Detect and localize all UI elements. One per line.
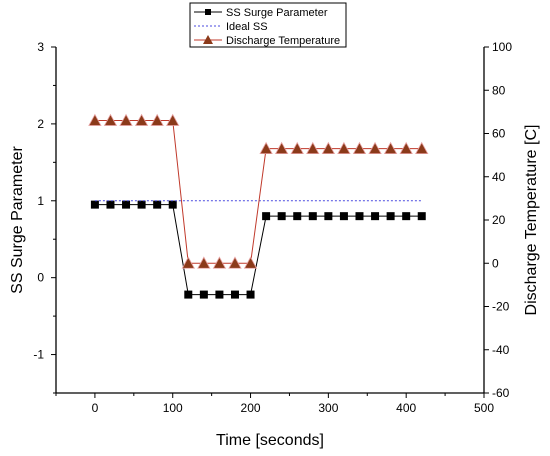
data-point-triangle <box>228 256 242 269</box>
data-point-square <box>90 200 99 209</box>
data-point-square <box>324 212 333 221</box>
data-point-triangle <box>321 141 336 155</box>
x-tick-label: 200 <box>241 401 261 415</box>
data-point-square <box>262 212 271 221</box>
data-point-square <box>246 290 255 299</box>
data-point-triangle <box>166 113 180 126</box>
series-line-2 <box>94 120 422 264</box>
legend-box <box>189 2 347 48</box>
y-tick-label-right: 80 <box>492 83 506 97</box>
y-tick-label-left: 1 <box>37 194 44 208</box>
y-tick-label-right: -60 <box>492 386 510 400</box>
data-point-triangle <box>134 113 149 126</box>
data-point-square <box>371 212 380 221</box>
legend-entry-ideal-ss: Ideal SS <box>194 21 268 33</box>
data-point-square <box>402 212 411 221</box>
data-point-triangle <box>181 256 195 269</box>
data-point-square <box>168 200 177 209</box>
data-point-triangle <box>119 113 133 126</box>
data-point-square <box>308 212 317 221</box>
y-tick-label-left: 3 <box>37 40 44 54</box>
y-tick-label-right: 20 <box>492 213 506 227</box>
data-point-square <box>106 200 115 209</box>
y-tick-label-left: 2 <box>37 117 44 131</box>
data-point-triangle <box>212 256 227 269</box>
legend-marker-ss-surge <box>205 9 211 15</box>
data-point-triangle <box>415 141 429 155</box>
x-tick-label: 100 <box>163 401 183 415</box>
x-tick-label: 500 <box>474 401 494 415</box>
data-point-triangle <box>337 141 351 155</box>
data-point-triangle <box>368 141 382 155</box>
data-point-triangle <box>88 113 102 126</box>
y-tick-label-right: -40 <box>492 343 510 357</box>
data-point-square <box>339 212 348 221</box>
data-point-triangle <box>383 141 398 155</box>
data-point-square <box>277 212 286 221</box>
data-point-square <box>230 290 239 299</box>
legend-entry-discharge: Discharge Temperature <box>194 35 340 47</box>
data-point-triangle <box>290 141 304 155</box>
legend-label-ss-surge: SS Surge Parameter <box>226 7 328 19</box>
data-point-triangle <box>243 256 258 269</box>
data-point-square <box>386 212 395 221</box>
x-tick-label: 0 <box>92 401 99 415</box>
axes: 0 100 200 300 400 500 -1 0 1 2 3 -60 -40 -20 0 20 40 60 80… <box>33 40 512 415</box>
x-tick-label: 300 <box>318 401 338 415</box>
y-tick-label-left: 0 <box>37 271 44 285</box>
legend-marker-discharge <box>203 35 213 44</box>
legend-label-ideal-ss: Ideal SS <box>226 21 268 33</box>
y-tick-label-left: -1 <box>33 348 44 362</box>
x-axis-title: Time [seconds] <box>216 432 324 449</box>
legend-label-discharge: Discharge Temperature <box>226 35 340 47</box>
y-tick-label-right: 0 <box>492 256 499 270</box>
data-point-square <box>199 290 208 299</box>
data-point-square <box>293 212 302 221</box>
series-line-0 <box>94 204 422 296</box>
y-axis-title-right: Discharge Temperature [C] <box>523 125 540 316</box>
data-point-square <box>184 290 193 299</box>
data-point-triangle <box>306 141 320 155</box>
data-point-triangle <box>352 141 367 155</box>
y-axis-title-left: SS Surge Parameter <box>9 146 26 294</box>
data-point-square <box>122 200 131 209</box>
data-point-square <box>355 212 364 221</box>
x-tick-label: 400 <box>396 401 416 415</box>
y-tick-label-right: 100 <box>492 40 512 54</box>
data-point-square <box>417 212 426 221</box>
legend-entry-ss-surge: SS Surge Parameter <box>194 7 328 19</box>
series-layer <box>88 113 429 299</box>
data-point-triangle <box>103 113 118 126</box>
legend: SS Surge Parameter Ideal SS Discharge Te… <box>189 2 347 48</box>
data-point-square <box>137 200 146 209</box>
data-point-triangle <box>197 256 211 269</box>
data-point-triangle <box>150 113 164 126</box>
data-point-square <box>215 290 224 299</box>
y-tick-label-right: 60 <box>492 127 506 141</box>
data-point-triangle <box>399 141 413 155</box>
y-tick-label-right: -20 <box>492 300 510 314</box>
y-tick-label-right: 40 <box>492 170 506 184</box>
data-point-triangle <box>259 141 273 155</box>
data-point-square <box>153 200 162 209</box>
data-point-triangle <box>274 141 289 155</box>
